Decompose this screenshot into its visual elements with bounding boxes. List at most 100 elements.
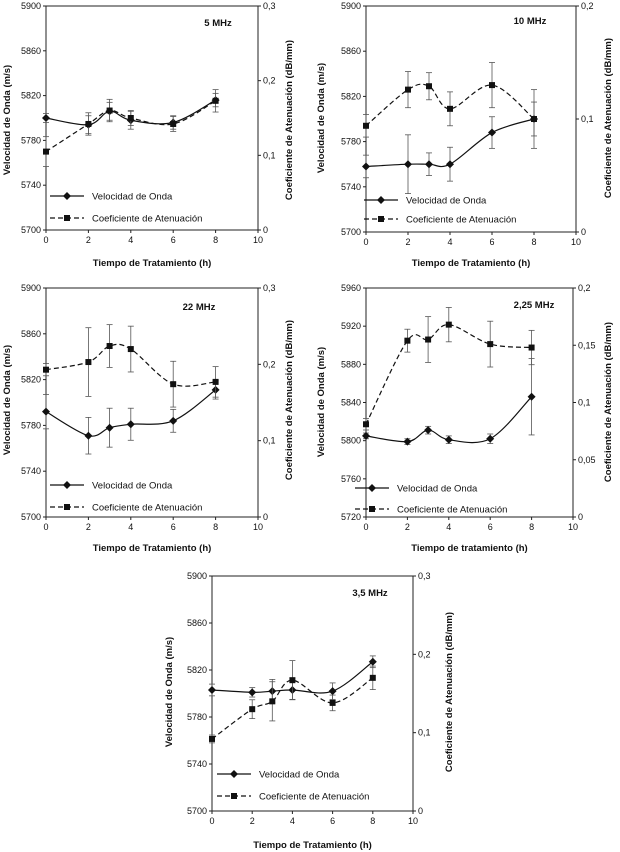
- legend-marker-diamond: [63, 481, 71, 489]
- y-left-tick-label: 5840: [341, 398, 361, 408]
- data-point-velocidad: [488, 128, 496, 137]
- y-right-tick-label: 0: [578, 512, 583, 522]
- x-axis-label: Tiempo de Tratamiento (h): [253, 840, 372, 851]
- data-point-atenuacion: [106, 343, 113, 350]
- x-tick-label: 10: [568, 522, 578, 532]
- x-tick-label: 0: [43, 522, 48, 532]
- x-axis-label: Tiempo de tratamiento (h): [411, 543, 527, 554]
- legend-label: Coeficiente de Atenuación: [92, 503, 202, 514]
- data-point-atenuacion: [405, 86, 411, 93]
- legend-marker-square: [64, 215, 70, 221]
- chart-title: 5 MHz: [204, 18, 232, 29]
- y-left-tick-label: 5880: [341, 359, 361, 369]
- x-tick-label: 2: [250, 816, 255, 826]
- data-point-velocidad: [362, 431, 370, 440]
- y-left-tick-label: 5780: [187, 712, 207, 722]
- data-point-atenuacion: [528, 344, 535, 351]
- y-left-tick-label: 5820: [21, 91, 41, 101]
- y-right-tick-label: 0,3: [263, 283, 276, 293]
- y-right-tick-label: 0,2: [418, 649, 431, 659]
- y-right-tick-label: 0: [263, 225, 268, 235]
- data-point-atenuacion: [43, 366, 49, 373]
- data-point-velocidad: [328, 687, 337, 696]
- series-line-velocidad: [45, 389, 216, 437]
- y-left-tick-label: 5700: [21, 225, 41, 235]
- y-left-tick-label: 5820: [341, 91, 361, 101]
- data-point-atenuacion: [369, 674, 376, 681]
- x-tick-label: 0: [209, 816, 214, 826]
- y-left-tick-label: 5700: [187, 806, 207, 816]
- legend-marker-diamond: [368, 484, 376, 492]
- data-point-atenuacion: [85, 120, 92, 127]
- y-right-tick-label: 0,1: [263, 436, 276, 446]
- y-left-tick-label: 5720: [341, 512, 361, 522]
- legend-label: Velocidad de Onda: [259, 770, 340, 781]
- y-left-tick-label: 5700: [21, 512, 41, 522]
- y-right-axis-label: Coeficiente de Atenuación (dB/mm): [284, 40, 295, 200]
- x-tick-label: 0: [43, 235, 48, 245]
- x-axis-label: Tiempo de Tratamiento (h): [93, 543, 212, 554]
- x-axis-label: Tiempo de Tratamiento (h): [93, 258, 212, 269]
- data-point-velocidad: [444, 435, 453, 444]
- y-left-tick-label: 5740: [341, 182, 361, 192]
- data-point-atenuacion: [425, 336, 432, 343]
- y-left-tick-label: 5860: [187, 618, 207, 628]
- x-axis-label: Tiempo de Tratamiento (h): [412, 258, 531, 269]
- data-point-velocidad: [362, 162, 370, 171]
- data-point-atenuacion: [212, 378, 219, 385]
- x-tick-label: 2: [86, 522, 91, 532]
- legend-label: Coeficiente de Atenuación: [397, 505, 507, 516]
- y-right-axis-label: Coeficiente de Atenuación (dB/mm): [284, 320, 295, 480]
- legend-label: Coeficiente de Atenuación: [92, 214, 202, 225]
- data-point-atenuacion: [85, 359, 92, 366]
- legend-label: Velocidad de Onda: [406, 196, 487, 207]
- y-right-tick-label: 0,1: [418, 728, 431, 738]
- y-right-axis-label: Coeficiente de Atenuación (dB/mm): [603, 322, 614, 482]
- data-point-atenuacion: [531, 116, 537, 122]
- data-point-atenuacion: [289, 677, 296, 684]
- data-point-velocidad: [105, 423, 114, 432]
- data-point-velocidad: [84, 431, 93, 440]
- x-tick-label: 8: [529, 522, 534, 532]
- legend-label: Velocidad de Onda: [397, 484, 478, 495]
- data-point-velocidad: [208, 685, 216, 694]
- data-point-atenuacion: [363, 122, 369, 129]
- y-left-tick-label: 5740: [187, 759, 207, 769]
- data-point-velocidad: [527, 392, 536, 401]
- data-point-atenuacion: [127, 115, 134, 121]
- y-left-tick-label: 5860: [21, 46, 41, 56]
- y-left-tick-label: 5960: [341, 283, 361, 293]
- series-line-atenuacion: [365, 324, 532, 425]
- chart-22mhz: 0 2 4 6 8 10 5700 5740 5780 5820 5860 5900 0 0,1 0,2 0,…: [2, 283, 295, 554]
- data-point-velocidad: [169, 416, 178, 425]
- data-point-velocidad: [368, 657, 377, 666]
- data-point-atenuacion: [106, 107, 113, 114]
- x-tick-label: 6: [330, 816, 335, 826]
- data-point-velocidad: [403, 437, 412, 446]
- data-point-velocidad: [42, 114, 50, 122]
- chart-title: 10 MHz: [514, 16, 547, 27]
- legend-marker-diamond: [63, 192, 71, 200]
- y-left-axis-label: Velocidad de Onda (m/s): [2, 345, 13, 455]
- x-tick-label: 8: [213, 235, 218, 245]
- x-tick-label: 10: [408, 816, 418, 826]
- data-point-atenuacion: [249, 706, 256, 713]
- chart-title: 3,5 MHz: [352, 588, 388, 599]
- x-tick-label: 10: [253, 235, 263, 245]
- x-tick-label: 4: [290, 816, 295, 826]
- x-tick-label: 8: [213, 522, 218, 532]
- legend-label: Velocidad de Onda: [92, 481, 173, 492]
- x-tick-label: 4: [128, 235, 133, 245]
- x-tick-label: 6: [171, 522, 176, 532]
- y-left-tick-label: 5820: [21, 375, 41, 385]
- y-right-tick-label: 0,1: [581, 114, 594, 124]
- y-right-tick-label: 0,1: [578, 398, 591, 408]
- x-tick-label: 2: [86, 235, 91, 245]
- x-tick-label: 4: [447, 237, 452, 247]
- series-line-atenuacion: [45, 100, 216, 153]
- chart-2-25mhz: 0 2 4 6 8 10 5720 5760 5800 5840 5880 5920 5960 0 0,05…: [316, 283, 614, 554]
- y-left-axis-label: Velocidad de Onda (m/s): [316, 347, 327, 457]
- y-right-tick-label: 0,2: [263, 359, 276, 369]
- y-left-tick-label: 5780: [341, 137, 361, 147]
- y-right-tick-label: 0,2: [581, 1, 594, 11]
